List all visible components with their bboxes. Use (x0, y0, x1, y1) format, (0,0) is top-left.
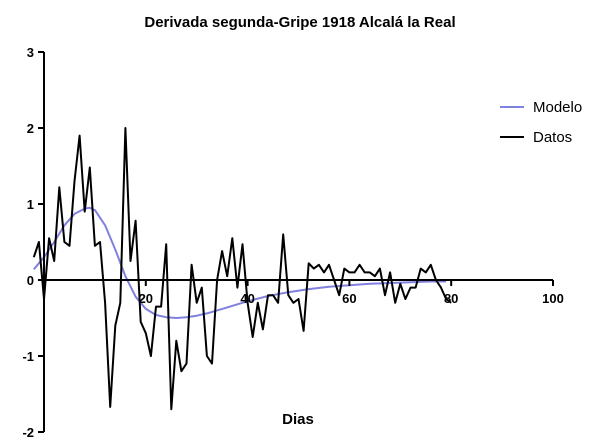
series-layer (32, 127, 452, 411)
legend-label-datos: Datos (533, 129, 572, 146)
x-tick-label: 80 (444, 291, 458, 306)
legend: Modelo Datos (500, 99, 582, 146)
y-tick-label: 3 (27, 45, 34, 60)
series-line-modelo (33, 206, 447, 319)
legend-label-modelo: Modelo (533, 99, 582, 116)
y-ticks: -2 -1 0 1 2 3 (22, 45, 44, 440)
x-ticks: 20 40 60 80 100 (139, 280, 564, 306)
x-tick-label: 100 (542, 291, 564, 306)
y-tick-label: -2 (22, 425, 34, 440)
y-tick-label: 1 (27, 197, 34, 212)
chart-title: Derivada segunda-Gripe 1918 Alcalá la Re… (144, 14, 455, 31)
x-tick-label: 20 (139, 291, 153, 306)
x-axis-label: Dias (282, 411, 314, 428)
y-tick-label: -1 (22, 349, 34, 364)
y-tick-label: 2 (27, 121, 34, 136)
series-line-datos (32, 127, 452, 411)
x-tick-label: 40 (240, 291, 254, 306)
y-tick-label: 0 (27, 273, 34, 288)
x-tick-label: 60 (342, 291, 356, 306)
